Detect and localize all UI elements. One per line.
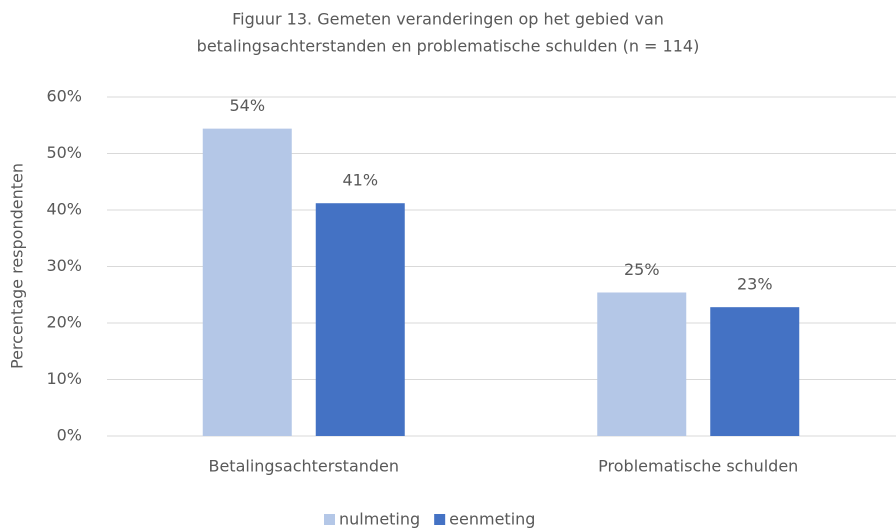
bar [315, 203, 405, 436]
y-tick-label: 20% [46, 313, 82, 332]
data-label: 54% [229, 96, 265, 115]
x-tick-label: Betalingsachterstanden [208, 457, 399, 476]
y-tick-label: 10% [46, 369, 82, 388]
bar [202, 128, 292, 436]
bar [710, 307, 800, 436]
legend-label: nulmeting [339, 510, 420, 529]
legend-label: eenmeting [449, 510, 535, 529]
bar [597, 292, 687, 436]
y-tick-label: 50% [46, 143, 82, 162]
y-tick-label: 60% [46, 87, 82, 106]
data-label: 25% [624, 260, 660, 279]
y-axis-label: Percentage respondenten [8, 163, 27, 369]
chart-title: betalingsachterstanden en problematische… [197, 37, 700, 56]
y-tick-label: 40% [46, 200, 82, 219]
y-tick-label: 0% [57, 426, 82, 445]
legend-swatch [434, 514, 446, 525]
data-label: 41% [342, 171, 378, 190]
legend-swatch [324, 514, 335, 525]
chart-title: Figuur 13. Gemeten veranderingen op het … [232, 10, 664, 29]
y-tick-label: 30% [46, 256, 82, 275]
x-tick-label: Problematische schulden [598, 457, 798, 476]
data-label: 23% [737, 275, 773, 294]
